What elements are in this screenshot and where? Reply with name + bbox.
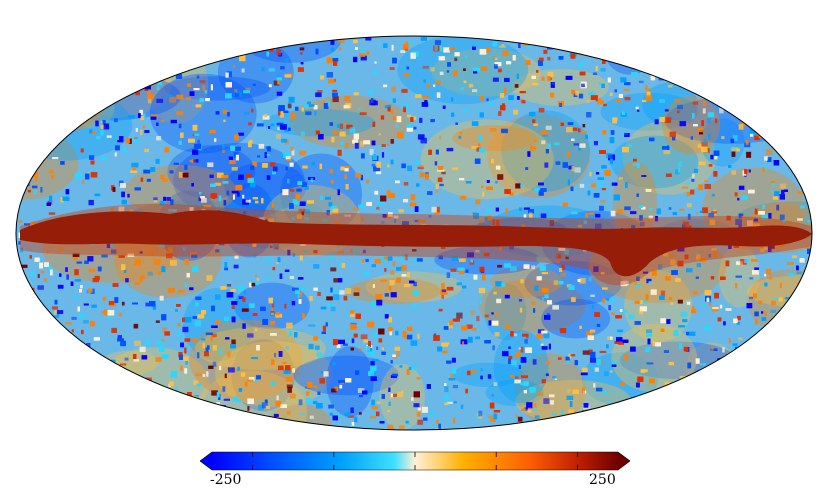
galactic-plane-halo (20, 203, 812, 286)
colorbar (200, 451, 630, 471)
galactic-plane-band (20, 210, 812, 277)
colorbar-min-label: -250 (210, 472, 242, 488)
colorbar-max-arrow (618, 452, 630, 470)
colorbar-min-arrow (200, 452, 212, 470)
all-sky-temperature-map (15, 35, 813, 431)
colorbar-ticks (252, 452, 578, 470)
colorbar-max-label: 250 (589, 472, 616, 488)
map-pixels (16, 36, 812, 430)
colorbar-gradient (212, 452, 618, 470)
map-outline (15, 35, 813, 431)
colorbar-outline (200, 451, 630, 471)
